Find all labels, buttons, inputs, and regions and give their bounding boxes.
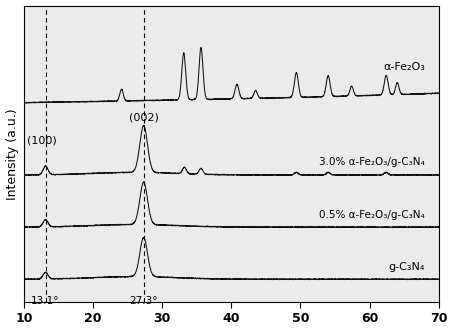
Text: (002): (002)	[129, 113, 159, 123]
Text: α-Fe₂O₃: α-Fe₂O₃	[383, 63, 425, 72]
Text: 3.0% α-Fe₂O₃/g-C₃N₄: 3.0% α-Fe₂O₃/g-C₃N₄	[319, 157, 425, 167]
Text: 27.3°: 27.3°	[130, 296, 158, 306]
Text: (100): (100)	[27, 136, 56, 146]
Text: 13.1°: 13.1°	[31, 296, 60, 306]
Y-axis label: Intensity (a.u.): Intensity (a.u.)	[5, 108, 19, 200]
Text: g-C₃N₄: g-C₃N₄	[389, 262, 425, 272]
Text: 0.5% α-Fe₂O₃/g-C₃N₄: 0.5% α-Fe₂O₃/g-C₃N₄	[319, 211, 425, 220]
